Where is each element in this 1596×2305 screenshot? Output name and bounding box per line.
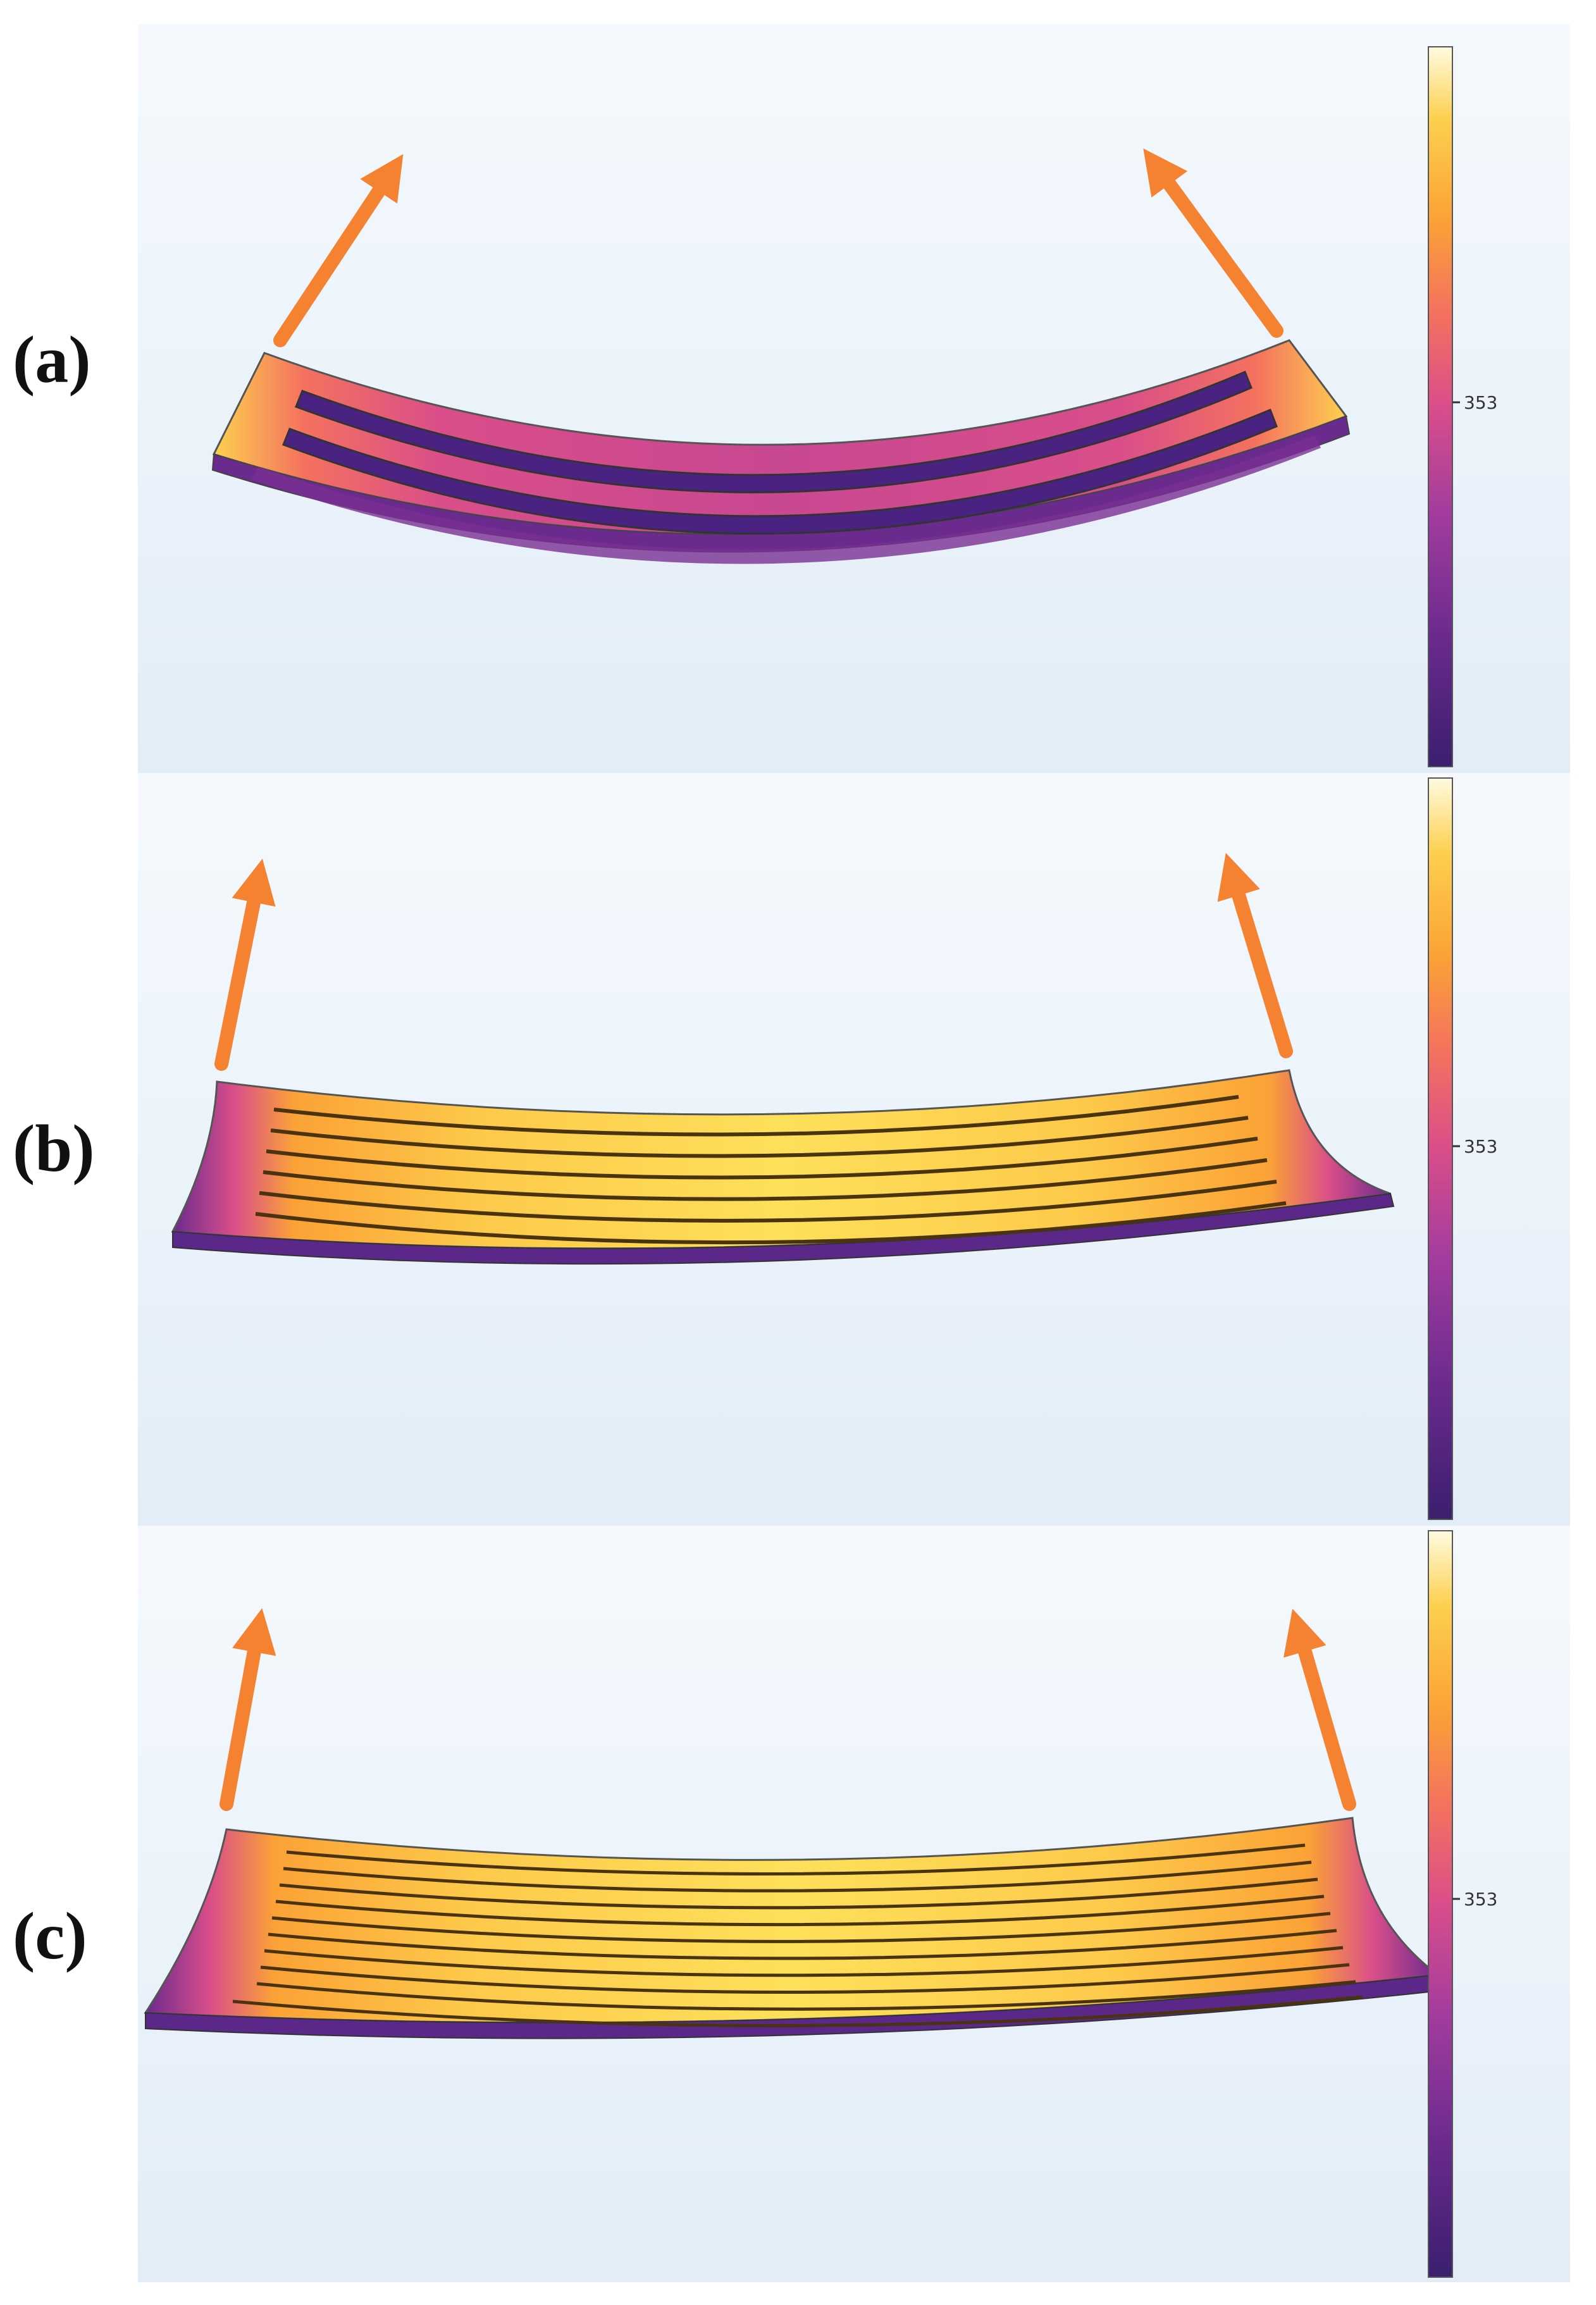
channel-7 (264, 1946, 1344, 1977)
channel-5 (259, 1180, 1277, 1223)
colorbar (1428, 1530, 1453, 2278)
colorbar-tick-label: 353 (1464, 1889, 1497, 1910)
channels (255, 1095, 1287, 1245)
channel-10 (232, 1995, 1363, 2027)
colorbar-tick-label: 353 (1464, 1136, 1497, 1157)
channel-2 (283, 1860, 1312, 1893)
arrow-right (1143, 148, 1284, 338)
arrow-right (1217, 853, 1293, 1058)
arrow-left (220, 1608, 276, 1811)
channel-1 (295, 371, 1253, 493)
channel-6 (268, 1929, 1337, 1960)
arrow-left (273, 154, 404, 347)
panel-a: 353 (138, 24, 1570, 773)
channel-8 (260, 1963, 1350, 1994)
channel-1 (273, 1095, 1239, 1137)
plate-side (172, 1192, 1395, 1265)
channel-3 (266, 1137, 1258, 1180)
colorbar-tick-label: 353 (1464, 392, 1497, 413)
arrow-left (214, 858, 276, 1071)
panel-label-a: (a) (13, 323, 91, 397)
colorbar (1428, 777, 1453, 1520)
channel-6 (255, 1201, 1287, 1245)
panel-c: 353 (138, 1526, 1570, 2282)
panel-label-b: (b) (13, 1111, 95, 1185)
arrow-right (1284, 1609, 1356, 1811)
panel-a-figure: 353 (138, 24, 1570, 773)
panel-c-figure: 353 (138, 1526, 1570, 2282)
channels (232, 1843, 1363, 2027)
channel-1 (286, 1843, 1306, 1876)
channel-4 (263, 1158, 1268, 1201)
panel-b-figure: 353 (138, 773, 1570, 1526)
panel-b: 353 (138, 773, 1570, 1526)
channel-2 (270, 1116, 1249, 1158)
panel-label-c: (c) (13, 1899, 87, 1973)
channel-3 (279, 1877, 1318, 1910)
channel-9 (256, 1980, 1356, 2011)
colorbar (1428, 46, 1453, 767)
channel-4 (275, 1894, 1325, 1927)
channel-2 (282, 409, 1278, 535)
channel-5 (271, 1912, 1331, 1943)
